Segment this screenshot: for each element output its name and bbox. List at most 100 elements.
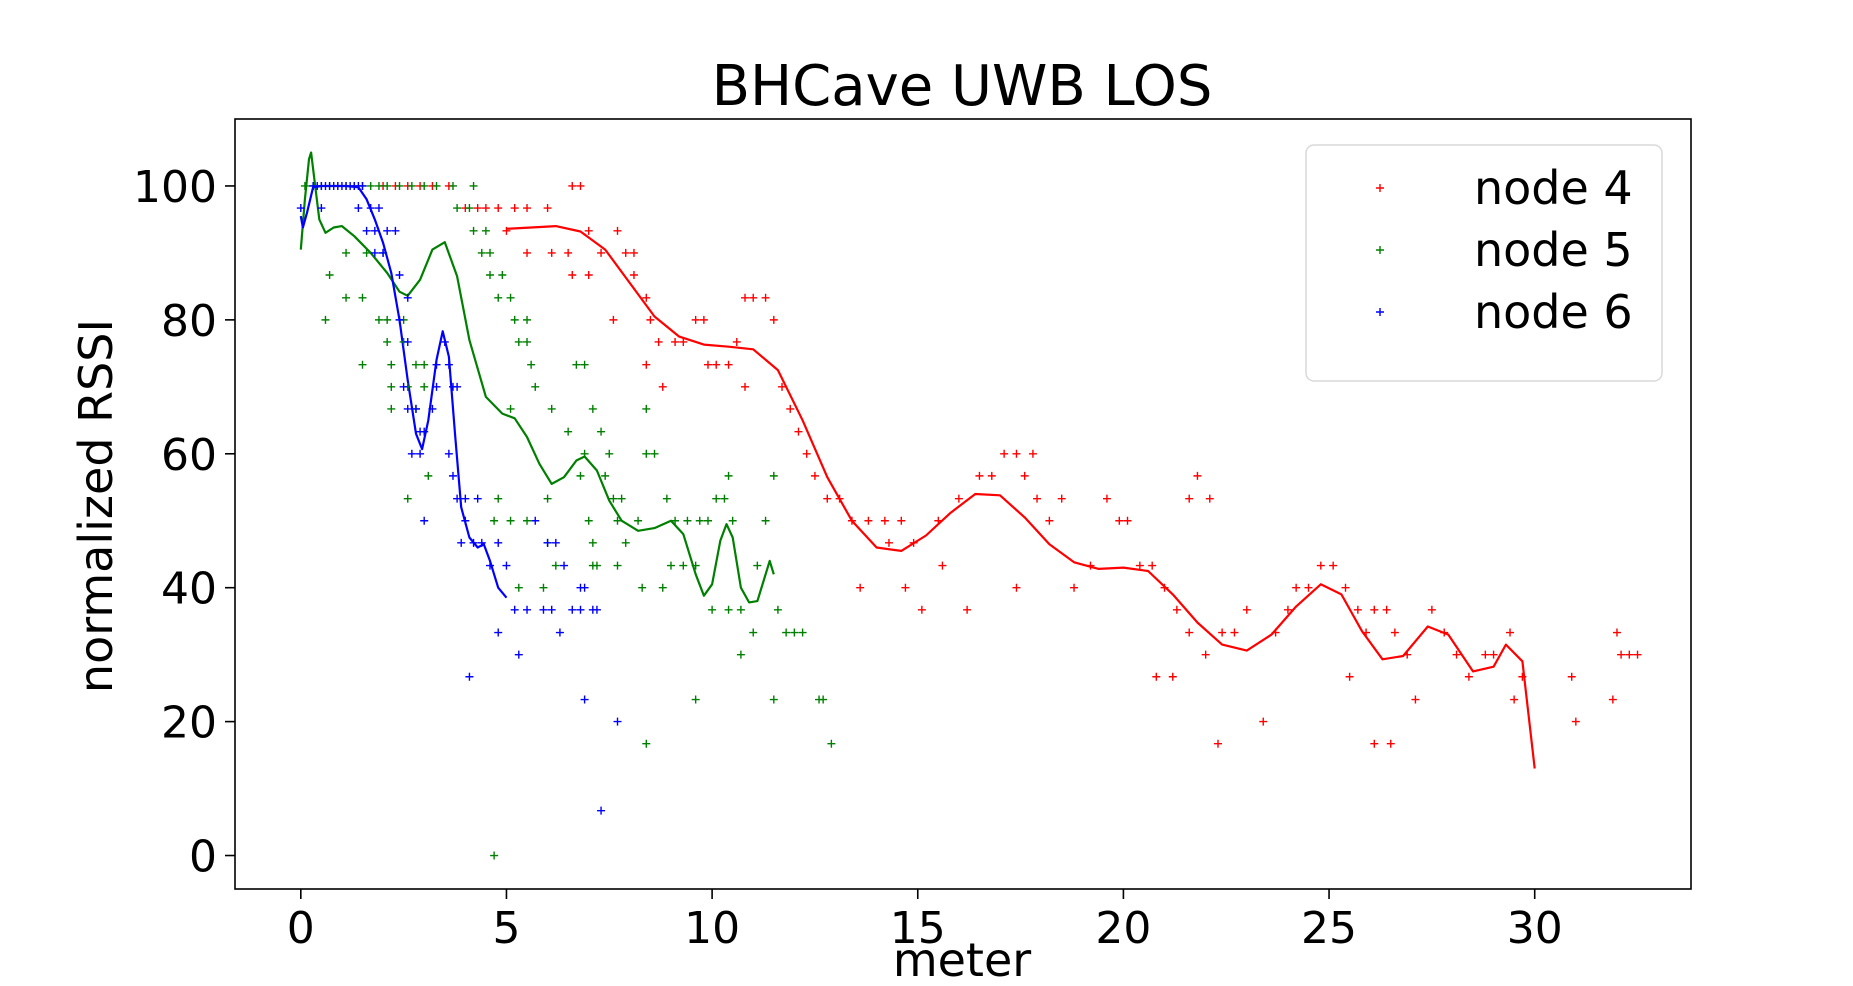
data-point-node-4	[568, 271, 577, 280]
data-point-node-5	[609, 494, 618, 503]
data-point-node-6	[399, 382, 408, 391]
data-point-node-4	[1168, 672, 1177, 681]
data-point-node-4	[576, 181, 585, 190]
data-point-node-4	[1218, 628, 1227, 637]
chart-title: BHCave UWB LOS	[712, 54, 1213, 119]
data-point-node-4	[1464, 672, 1473, 681]
data-point-node-4	[1292, 583, 1301, 592]
data-point-node-5	[395, 181, 404, 190]
data-point-node-5	[642, 404, 651, 413]
data-point-node-5	[387, 382, 396, 391]
data-point-node-4	[1020, 471, 1029, 480]
data-point-node-4	[502, 226, 511, 235]
data-point-node-5	[362, 248, 371, 257]
data-point-node-4	[1160, 583, 1169, 592]
data-point-node-4	[1185, 494, 1194, 503]
data-point-node-4	[1148, 561, 1157, 570]
data-point-node-4	[1386, 739, 1395, 748]
data-point-node-4	[847, 516, 856, 525]
legend: node 4 node 5 node 6	[1305, 144, 1663, 382]
data-point-node-6	[383, 226, 392, 235]
data-point-node-4	[584, 271, 593, 280]
data-point-node-5	[650, 449, 659, 458]
data-point-node-6	[411, 404, 420, 413]
data-point-node-4	[543, 204, 552, 213]
data-point-node-4	[884, 538, 893, 547]
data-point-node-6	[502, 561, 511, 570]
series-curve-node-4	[506, 225, 1536, 769]
data-point-node-5	[514, 583, 523, 592]
series-curve-node-5	[299, 151, 775, 604]
data-point-node-5	[366, 181, 375, 190]
data-point-node-5	[420, 382, 429, 391]
data-point-node-5	[712, 494, 721, 503]
data-point-node-4	[1345, 672, 1354, 681]
data-point-node-5	[728, 516, 737, 525]
y-tick-label: 20	[161, 698, 217, 749]
plot-frame	[234, 118, 1692, 890]
data-point-node-5	[498, 271, 507, 280]
x-tick-label: 5	[492, 903, 520, 954]
x-axis: 0 5 10 15 20 25 30	[287, 889, 1563, 954]
data-point-node-4	[724, 360, 733, 369]
data-point-node-4	[1115, 516, 1124, 525]
data-point-node-5	[790, 628, 799, 637]
data-point-node-6	[403, 293, 412, 302]
data-point-node-4	[1403, 650, 1412, 659]
data-point-node-4	[671, 337, 680, 346]
data-point-node-5	[576, 471, 585, 480]
data-point-node-4	[769, 315, 778, 324]
data-point-node-5	[753, 561, 762, 570]
x-tick-label: 20	[1095, 903, 1151, 954]
data-point-node-5	[420, 181, 429, 190]
data-point-node-5	[736, 605, 745, 614]
data-point-node-4	[786, 404, 795, 413]
data-point-node-4	[835, 494, 844, 503]
data-point-node-6	[370, 248, 379, 257]
data-point-node-4	[1201, 650, 1210, 659]
data-point-node-6	[457, 538, 466, 547]
data-point-node-5	[383, 337, 392, 346]
data-point-node-5	[638, 583, 647, 592]
data-point-node-5	[588, 404, 597, 413]
data-point-node-5	[490, 516, 499, 525]
data-point-node-5	[300, 181, 309, 190]
data-point-node-5	[580, 449, 589, 458]
data-point-node-5	[543, 494, 552, 503]
data-point-node-4	[1382, 605, 1391, 614]
data-point-node-4	[802, 449, 811, 458]
data-point-node-5	[486, 271, 495, 280]
data-point-node-4	[1152, 672, 1161, 681]
data-point-node-5	[749, 628, 758, 637]
data-point-node-4	[629, 271, 638, 280]
data-point-node-5	[691, 695, 700, 704]
data-point-node-4	[481, 204, 490, 213]
data-point-node-4	[703, 360, 712, 369]
data-point-node-6	[592, 605, 601, 614]
data-point-node-4	[1353, 605, 1362, 614]
data-point-node-4	[864, 516, 873, 525]
data-point-node-5	[432, 181, 441, 190]
data-point-node-6	[576, 605, 585, 614]
data-point-node-5	[683, 516, 692, 525]
legend-marker	[1376, 308, 1384, 316]
data-point-node-4	[1427, 605, 1436, 614]
data-point-node-6	[514, 650, 523, 659]
data-point-node-5	[580, 360, 589, 369]
data-point-node-4	[1028, 449, 1037, 458]
data-point-node-5	[424, 471, 433, 480]
data-point-node-4	[810, 471, 819, 480]
data-point-node-6	[453, 382, 462, 391]
data-point-node-5	[465, 204, 474, 213]
data-point-node-5	[695, 516, 704, 525]
data-point-node-4	[564, 248, 573, 257]
data-point-node-6	[354, 204, 363, 213]
data-point-node-6	[296, 204, 305, 213]
data-point-node-4	[1612, 628, 1621, 637]
data-point-node-5	[490, 851, 499, 860]
data-point-node-4	[547, 248, 556, 257]
data-point-node-5	[523, 315, 532, 324]
data-point-node-6	[403, 404, 412, 413]
data-point-node-5	[662, 494, 671, 503]
